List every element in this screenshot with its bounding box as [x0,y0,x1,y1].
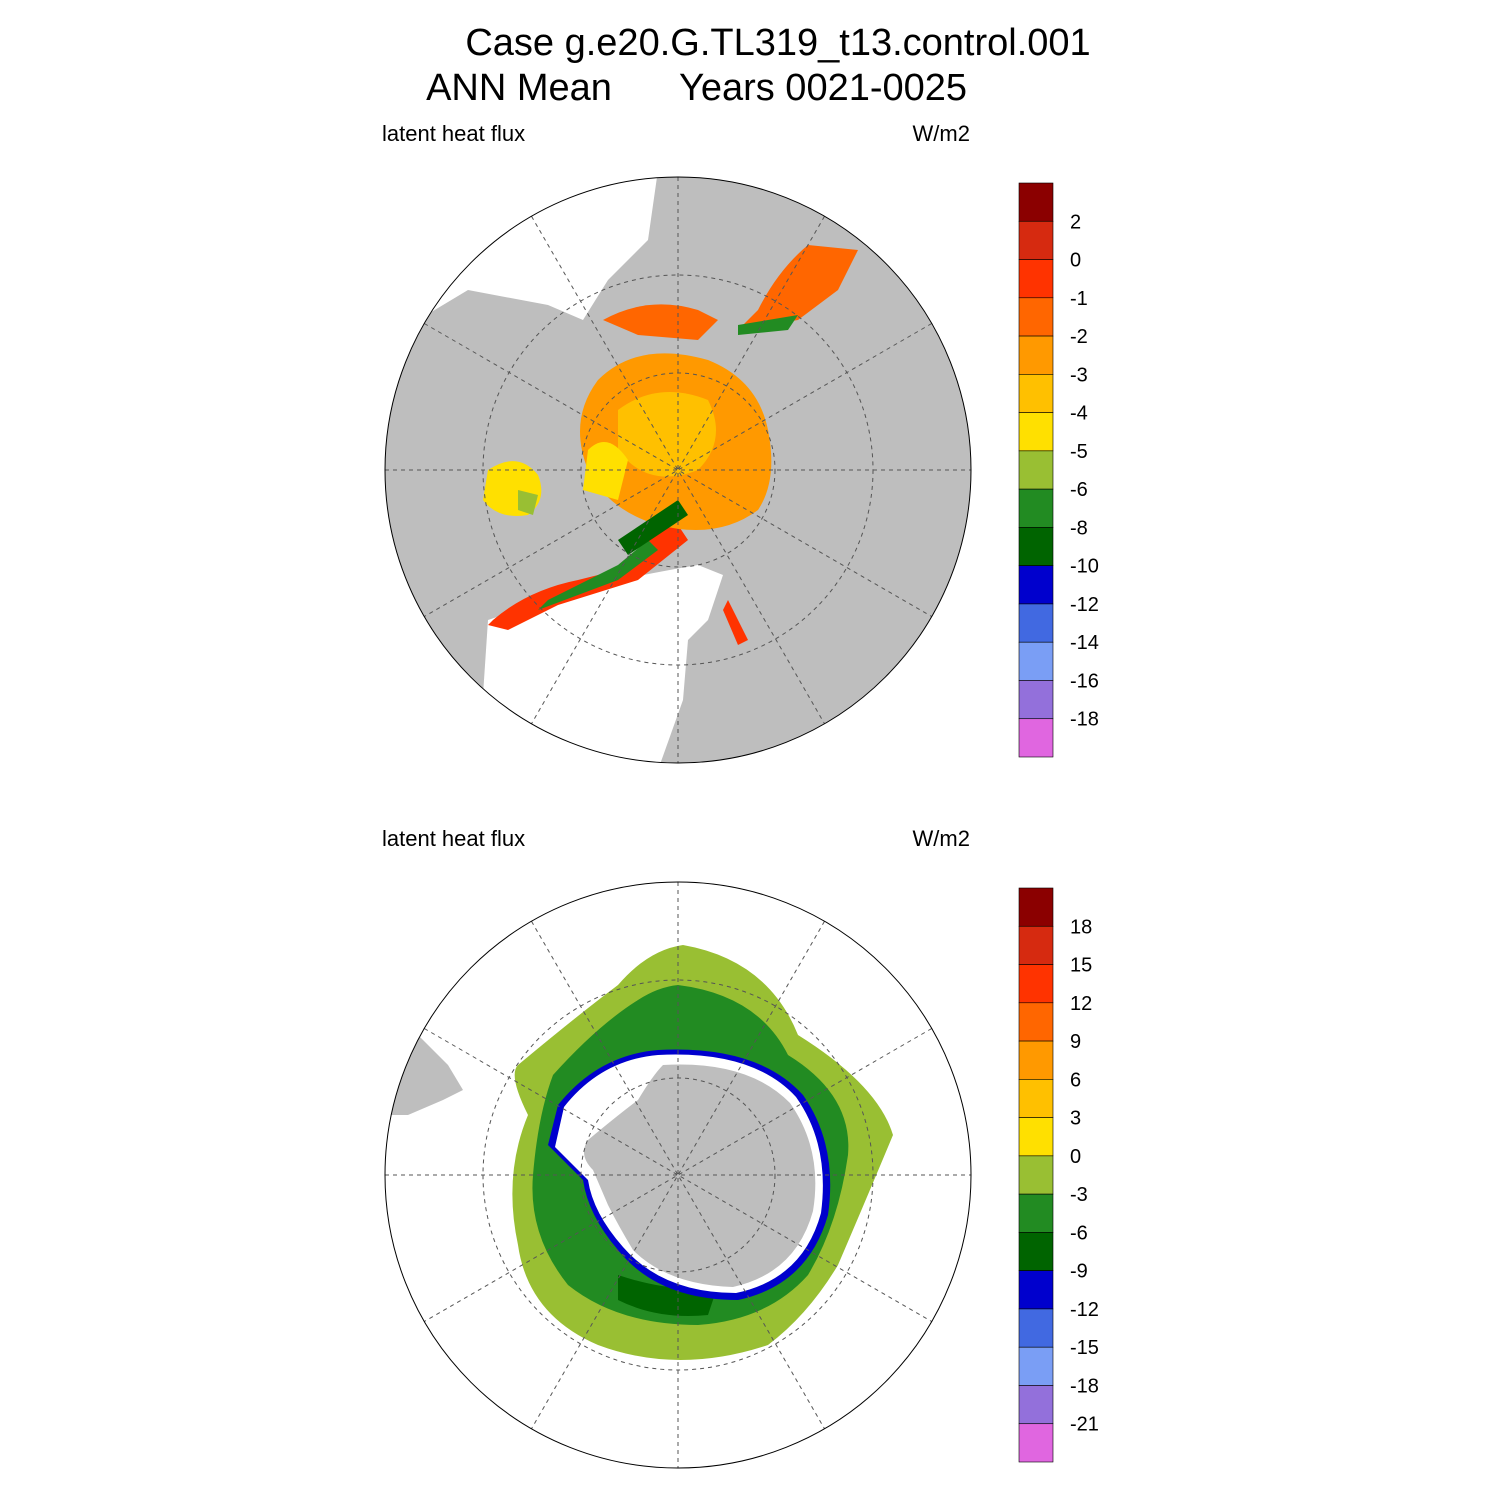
colorbar-label: 0 [1070,1146,1081,1168]
colorbar-label: -8 [1070,517,1088,539]
colorbar-box [1018,565,1054,605]
colorbar-label: 9 [1070,1031,1081,1053]
colorbar-box [1018,1270,1054,1310]
colorbar-box [1018,374,1054,413]
panel-left-label: latent heat flux [382,826,525,851]
colorbar-label: -5 [1070,441,1088,463]
colorbar-box [1018,718,1054,758]
colorbar-label: -16 [1070,670,1099,692]
panel-unit: W/m2 [913,826,970,851]
colorbar-label: -15 [1070,1337,1099,1359]
colorbar-box [1018,335,1054,375]
colorbar-box [1018,1423,1054,1463]
colorbar-label: -9 [1070,1261,1088,1283]
panel-left-label: latent heat flux [382,121,525,146]
colorbar-label: 12 [1070,993,1092,1015]
colorbar-box [1018,1002,1054,1042]
colorbar-label: 15 [1070,955,1092,977]
colorbar-label: -21 [1070,1414,1099,1436]
colorbar-box [1018,1079,1054,1118]
colorbar-box [1018,1193,1054,1233]
colorbar-label: 2 [1070,211,1081,233]
colorbar-label: -3 [1070,364,1088,386]
colorbar-label: 0 [1070,250,1081,272]
colorbar: 18 15 12 9 6 3 0 -3 -6 -9 -12 -15 -18 -21 [1018,887,1099,1463]
colorbar-box [1018,1385,1054,1425]
colorbar-box [1018,925,1054,965]
colorbar-box [1018,1308,1054,1348]
colorbar-box [1018,603,1054,643]
title-line: Case g.e20.G.TL319_t13.control.001 [465,22,1090,64]
colorbar-label: -18 [1070,1375,1099,1397]
colorbar-box [1018,641,1054,681]
colorbar: 2 0 -1 -2 -3 -4 -5 -6 -8 -10 -12 -14 -16 -18 [1018,182,1099,758]
colorbar-box [1018,297,1054,337]
colorbar-label: -4 [1070,403,1088,425]
colorbar-label: -6 [1070,1222,1088,1244]
colorbar-box [1018,488,1054,528]
colorbar-box [1018,412,1054,452]
south-map [384,881,972,1469]
colorbar-label: -1 [1070,288,1088,310]
colorbar-label: 3 [1070,1108,1081,1130]
title-season: ANN Mean [426,67,612,109]
colorbar-label: -3 [1070,1184,1088,1206]
colorbar-box [1018,259,1054,299]
title-years: Years 0021-0025 [679,67,967,109]
colorbar-label: -14 [1070,632,1099,654]
colorbar-label: -6 [1070,479,1088,501]
colorbar-box [1018,1040,1054,1080]
colorbar-box [1018,1346,1054,1386]
colorbar-box [1018,1232,1054,1271]
colorbar-box [1018,887,1054,927]
colorbar-box [1018,680,1054,720]
colorbar-box [1018,527,1054,566]
colorbar-label: -12 [1070,594,1099,616]
colorbar-box [1018,182,1054,222]
colorbar-box [1018,1155,1054,1195]
colorbar-box [1018,964,1054,1004]
colorbar-label: -10 [1070,556,1099,578]
panel-unit: W/m2 [913,121,970,146]
colorbar-label: -18 [1070,709,1099,731]
north-map [384,176,972,764]
colorbar-label: -2 [1070,326,1088,348]
colorbar-box [1018,1117,1054,1157]
colorbar-box [1018,220,1054,260]
colorbar-label: 18 [1070,916,1092,938]
colorbar-box [1018,450,1054,490]
colorbar-label: 6 [1070,1069,1081,1091]
colorbar-label: -12 [1070,1299,1099,1321]
